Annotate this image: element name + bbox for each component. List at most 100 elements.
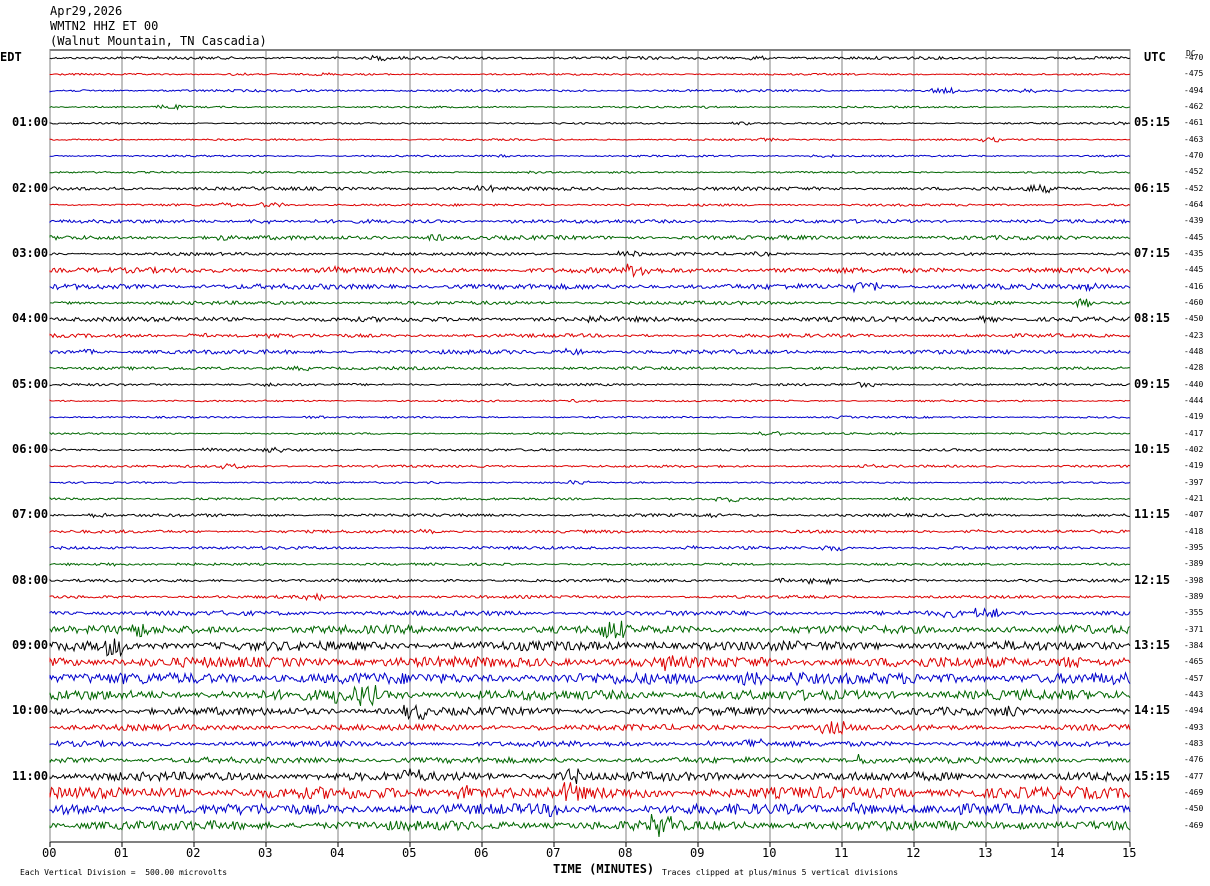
trace-line xyxy=(49,721,1131,736)
right-hour-label: 08:15 xyxy=(1134,311,1171,326)
dc-offset-label: -461 xyxy=(1184,118,1204,128)
dc-offset-label: -355 xyxy=(1184,608,1204,618)
dc-offset-label: -435 xyxy=(1184,248,1204,258)
trace-line xyxy=(49,737,1131,749)
trace-line xyxy=(49,463,1131,470)
trace-line xyxy=(49,685,1131,707)
dc-offset-label: -416 xyxy=(1184,281,1204,291)
x-tick-label: 03 xyxy=(258,846,273,860)
x-tick-label: 01 xyxy=(114,846,129,860)
dc-offset-label: -450 xyxy=(1184,314,1204,324)
trace-line xyxy=(50,512,1131,519)
trace-line xyxy=(49,103,1131,111)
dc-offset-label: -443 xyxy=(1184,689,1204,699)
trace-line xyxy=(49,250,1131,258)
dc-offset-label: -407 xyxy=(1184,510,1204,520)
dc-offset-label: -464 xyxy=(1184,199,1204,209)
right-hour-label: 15:15 xyxy=(1134,768,1171,783)
trace-line xyxy=(49,446,1130,453)
dc-offset-label: -444 xyxy=(1184,395,1204,405)
left-hour-label: 07:00 xyxy=(12,507,49,522)
dc-offset-label: -470 xyxy=(1184,150,1204,160)
x-tick-label: 06 xyxy=(474,846,489,860)
trace-line xyxy=(49,670,1131,687)
left-hour-label: 11:00 xyxy=(12,768,49,783)
trace-line xyxy=(49,607,1131,619)
trace-line xyxy=(49,592,1131,602)
dc-offset-label: -428 xyxy=(1184,363,1204,373)
dc-offset-label: -419 xyxy=(1184,412,1204,422)
x-tick-label: 00 xyxy=(42,846,57,860)
station-code: WMTN2 HHZ ET 00 xyxy=(50,19,159,33)
trace-line xyxy=(49,638,1131,658)
dc-offset-label: -477 xyxy=(1184,771,1204,781)
x-tick-label: 08 xyxy=(618,846,633,860)
trace-line xyxy=(49,381,1131,389)
trace-line xyxy=(49,431,1131,437)
trace-line xyxy=(49,332,1131,340)
clip-note: Traces clipped at plus/minus 5 vertical … xyxy=(662,868,899,877)
right-timezone-label: UTC xyxy=(1144,50,1166,64)
trace-line xyxy=(49,496,1131,503)
dc-offset-label: -465 xyxy=(1184,657,1204,667)
dc-offset-label: -439 xyxy=(1184,216,1204,226)
trace-line xyxy=(49,365,1131,372)
dc-offset-label: -448 xyxy=(1184,346,1204,356)
trace-line xyxy=(49,263,1131,279)
left-hour-label: 08:00 xyxy=(12,572,49,587)
trace-line xyxy=(49,562,1130,567)
dc-offset-label: -493 xyxy=(1184,722,1204,732)
trace-line xyxy=(49,399,1131,403)
dc-label: DC xyxy=(1186,49,1196,58)
left-hour-label: 05:00 xyxy=(12,376,49,391)
x-tick-label: 15 xyxy=(1122,846,1137,860)
trace-line xyxy=(49,768,1131,785)
plot-frame xyxy=(49,49,1131,843)
dc-offset-label: -389 xyxy=(1184,559,1204,569)
trace-line xyxy=(49,136,1131,143)
dc-offset-label: -417 xyxy=(1184,428,1204,438)
trace-line xyxy=(49,802,1131,818)
trace-line xyxy=(49,620,1131,639)
trace-line xyxy=(50,298,1131,309)
dc-offset-label: -475 xyxy=(1184,69,1204,79)
x-tick-label: 07 xyxy=(546,846,561,860)
dc-offset-label: -462 xyxy=(1184,101,1204,111)
trace-line xyxy=(49,170,1131,175)
left-timezone-label: EDT xyxy=(0,50,22,64)
right-hour-label: 05:15 xyxy=(1134,115,1171,130)
dc-offset-label: -445 xyxy=(1184,232,1204,242)
dc-offset-label: -470 xyxy=(1184,53,1204,62)
trace-line xyxy=(49,183,1131,194)
dc-offset-label: -419 xyxy=(1184,461,1204,471)
x-tick-label: 04 xyxy=(330,846,345,860)
trace-line xyxy=(49,814,1131,838)
x-tick-label: 11 xyxy=(834,846,849,860)
dc-offset-label: -476 xyxy=(1184,755,1204,765)
left-hour-label: 01:00 xyxy=(12,115,49,130)
trace-line xyxy=(49,479,1131,485)
dc-offset-label: -421 xyxy=(1184,493,1204,503)
left-hour-label: 03:00 xyxy=(12,245,49,260)
dc-offset-label: -423 xyxy=(1184,330,1204,340)
x-tick-label: 12 xyxy=(906,846,921,860)
dc-offset-label: -494 xyxy=(1184,85,1204,95)
right-hour-label: 14:15 xyxy=(1134,703,1171,718)
trace-line xyxy=(49,347,1131,356)
dc-offset-label: -469 xyxy=(1184,820,1204,830)
right-hour-label: 07:15 xyxy=(1134,245,1171,260)
trace-line xyxy=(49,54,1131,62)
trace-line xyxy=(49,201,1131,208)
right-hour-label: 12:15 xyxy=(1134,572,1171,587)
dc-offset-label: -418 xyxy=(1184,526,1204,536)
dc-offset-label: -398 xyxy=(1184,575,1204,585)
dc-offset-label: -389 xyxy=(1184,591,1204,601)
dc-offset-label: -397 xyxy=(1184,477,1204,487)
dc-offset-label: -452 xyxy=(1184,183,1204,193)
trace-line xyxy=(49,415,1131,420)
trace-line xyxy=(49,544,1131,552)
dc-offset-label: -440 xyxy=(1184,379,1204,389)
left-hour-label: 04:00 xyxy=(12,311,49,326)
x-tick-label: 09 xyxy=(690,846,705,860)
